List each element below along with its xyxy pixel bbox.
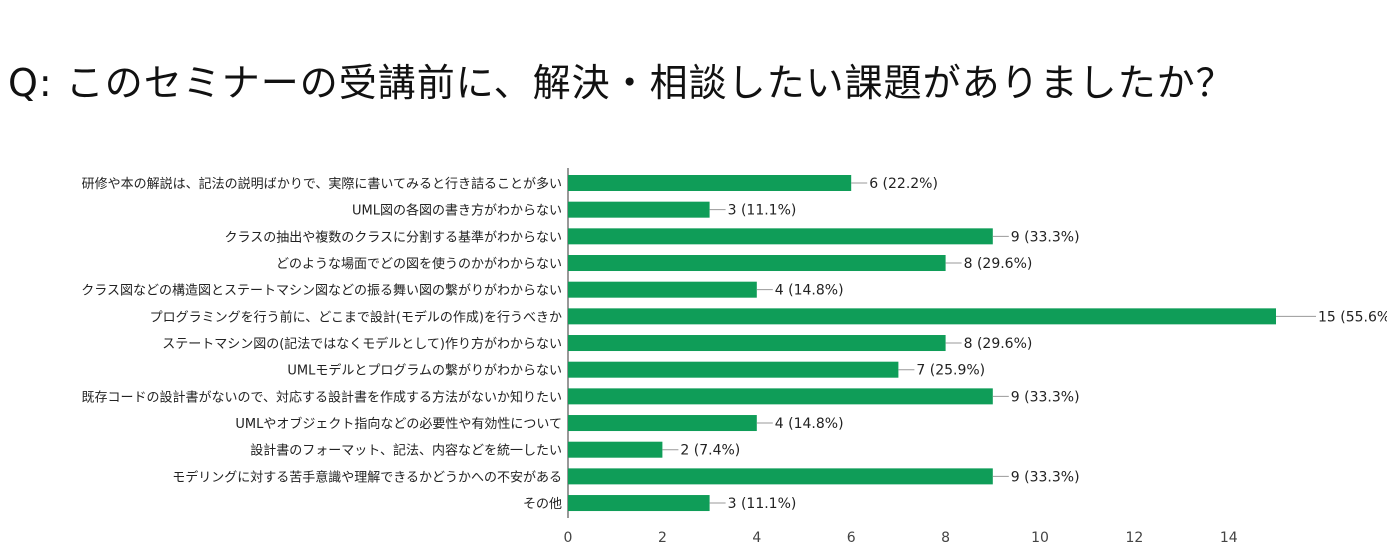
x-tick-label: 10 — [1031, 530, 1049, 546]
data-label: 4 (14.8%) — [775, 283, 844, 299]
category-label: ステートマシン図の(記法ではなくモデルとして)作り方がわからない — [162, 336, 562, 352]
chart-title: Q: このセミナーの受講前に、解決・相談したい課題がありましたか？ — [8, 61, 1235, 105]
bar — [568, 468, 993, 485]
data-label: 9 (33.3%) — [1011, 469, 1080, 485]
x-tick-label: 4 — [752, 530, 761, 546]
category-label: 研修や本の解説は、記法の説明ばかりで、実際に書いてみると行き詰ることが多い — [82, 176, 562, 192]
bar — [568, 228, 993, 245]
x-tick-label: 2 — [658, 530, 667, 546]
category-label: クラスの抽出や複数のクラスに分割する基準がわからない — [225, 229, 562, 245]
category-label: その他 — [523, 497, 562, 512]
category-label: モデリングに対する苦手意識や理解できるかどうかへの不安がある — [172, 469, 562, 485]
bar — [568, 308, 1276, 325]
category-label: どのような場面でどの図を使うのかがわからない — [276, 256, 562, 272]
category-label: UMLモデルとプログラムの繋がりがわからない — [287, 363, 562, 379]
data-label: 9 (33.3%) — [1011, 389, 1080, 405]
category-label: 設計書のフォーマット、記法、内容などを統一したい — [250, 443, 562, 459]
category-label: 既存コードの設計書がないので、対応する設計書を作成する方法がないか知りたい — [82, 389, 562, 405]
bar — [568, 495, 710, 512]
data-label: 9 (33.3%) — [1011, 229, 1080, 245]
data-label: 4 (14.8%) — [775, 416, 844, 432]
bar — [568, 441, 663, 458]
bar — [568, 175, 852, 191]
category-label: クラス図などの構造図とステートマシン図などの振る舞い図の繋がりがわからない — [81, 283, 562, 299]
x-tick-label: 8 — [941, 530, 950, 546]
data-label: 15 (55.6%) — [1318, 309, 1387, 325]
bar — [568, 388, 993, 405]
data-label: 3 (11.1%) — [728, 496, 797, 512]
x-tick-label: 12 — [1125, 530, 1143, 546]
bar — [568, 361, 899, 378]
bar — [568, 255, 946, 272]
data-label: 6 (22.2%) — [869, 176, 938, 192]
data-label: 7 (25.9%) — [916, 363, 985, 379]
data-label: 3 (11.1%) — [728, 203, 797, 219]
x-tick-label: 6 — [847, 530, 856, 546]
data-label: 8 (29.6%) — [964, 256, 1033, 272]
bar — [568, 201, 710, 218]
data-label: 8 (29.6%) — [964, 336, 1033, 352]
category-label: UML図の各図の書き方がわからない — [352, 203, 562, 219]
x-tick-label: 14 — [1220, 530, 1238, 546]
category-label: UMLやオブジェクト指向などの必要性や有効性について — [235, 416, 562, 432]
bar — [568, 335, 946, 352]
x-tick-label: 0 — [564, 530, 573, 546]
category-label: プログラミングを行う前に、どこまで設計(モデルの作成)を行うべきか — [150, 309, 562, 325]
bar — [568, 281, 757, 298]
bar — [568, 415, 757, 432]
data-label: 2 (7.4%) — [680, 443, 740, 459]
